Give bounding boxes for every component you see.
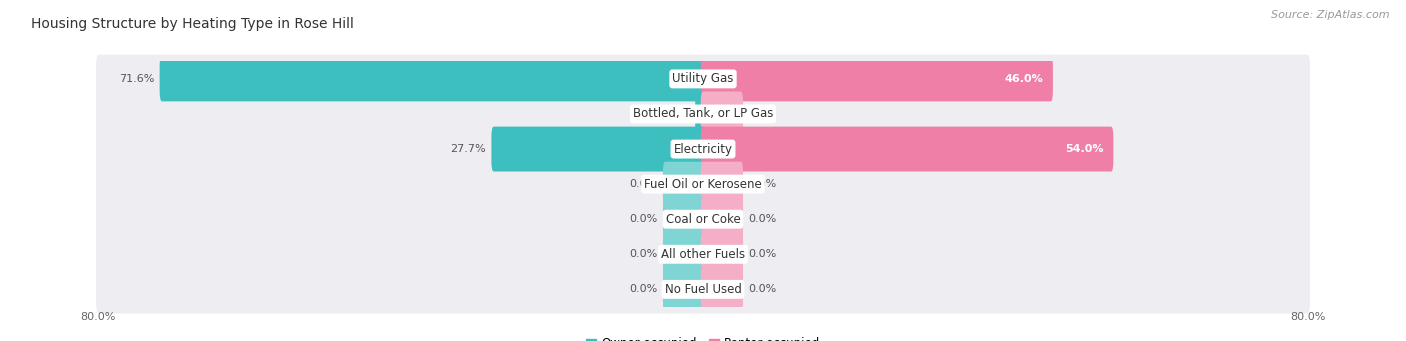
FancyBboxPatch shape — [96, 90, 1310, 138]
Text: Bottled, Tank, or LP Gas: Bottled, Tank, or LP Gas — [633, 107, 773, 120]
Text: 0.0%: 0.0% — [748, 214, 776, 224]
Text: Coal or Coke: Coal or Coke — [665, 213, 741, 226]
Text: No Fuel Used: No Fuel Used — [665, 283, 741, 296]
Text: 0.0%: 0.0% — [630, 214, 658, 224]
Legend: Owner-occupied, Renter-occupied: Owner-occupied, Renter-occupied — [581, 332, 825, 341]
Text: 46.0%: 46.0% — [1004, 74, 1043, 84]
FancyBboxPatch shape — [96, 195, 1310, 243]
Text: 71.6%: 71.6% — [120, 74, 155, 84]
Text: 0.0%: 0.0% — [748, 109, 776, 119]
FancyBboxPatch shape — [700, 57, 1053, 101]
FancyBboxPatch shape — [664, 197, 706, 242]
Text: Source: ZipAtlas.com: Source: ZipAtlas.com — [1271, 10, 1389, 20]
FancyBboxPatch shape — [96, 160, 1310, 208]
Text: 0.0%: 0.0% — [630, 179, 658, 189]
FancyBboxPatch shape — [96, 125, 1310, 173]
FancyBboxPatch shape — [96, 265, 1310, 314]
FancyBboxPatch shape — [695, 91, 706, 136]
Text: All other Fuels: All other Fuels — [661, 248, 745, 261]
Text: Electricity: Electricity — [673, 143, 733, 155]
Text: 0.0%: 0.0% — [748, 179, 776, 189]
FancyBboxPatch shape — [96, 55, 1310, 103]
Text: 0.73%: 0.73% — [655, 109, 690, 119]
FancyBboxPatch shape — [700, 127, 1114, 172]
Text: 0.0%: 0.0% — [748, 249, 776, 259]
FancyBboxPatch shape — [700, 162, 742, 207]
FancyBboxPatch shape — [664, 267, 706, 312]
FancyBboxPatch shape — [664, 162, 706, 207]
Text: Housing Structure by Heating Type in Rose Hill: Housing Structure by Heating Type in Ros… — [31, 17, 354, 31]
FancyBboxPatch shape — [160, 57, 706, 101]
FancyBboxPatch shape — [492, 127, 706, 172]
FancyBboxPatch shape — [96, 230, 1310, 279]
FancyBboxPatch shape — [700, 197, 742, 242]
Text: 0.0%: 0.0% — [630, 284, 658, 294]
Text: 0.0%: 0.0% — [748, 284, 776, 294]
FancyBboxPatch shape — [664, 232, 706, 277]
Text: Fuel Oil or Kerosene: Fuel Oil or Kerosene — [644, 178, 762, 191]
FancyBboxPatch shape — [700, 91, 742, 136]
Text: 54.0%: 54.0% — [1064, 144, 1104, 154]
FancyBboxPatch shape — [700, 267, 742, 312]
Text: Utility Gas: Utility Gas — [672, 72, 734, 85]
FancyBboxPatch shape — [700, 232, 742, 277]
Text: 0.0%: 0.0% — [630, 249, 658, 259]
Text: 27.7%: 27.7% — [450, 144, 486, 154]
